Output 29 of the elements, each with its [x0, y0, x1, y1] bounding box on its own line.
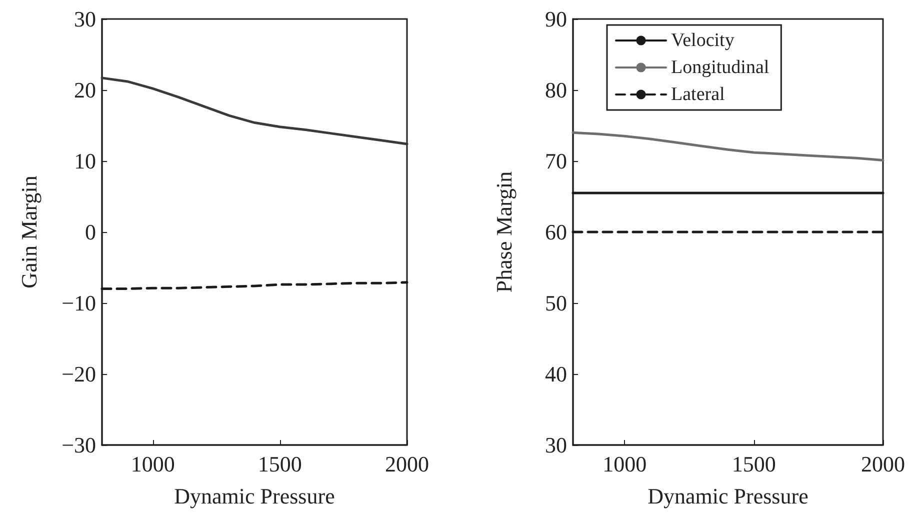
legend-label: Longitudinal: [671, 57, 770, 78]
y-tick-label: 30: [74, 6, 96, 32]
x-tick-label: 1500: [732, 452, 776, 476]
legend-label: Lateral: [671, 84, 725, 105]
y-tick-label: −10: [62, 290, 96, 316]
y-axis-title: Gain Margin: [16, 176, 42, 288]
line-series: [572, 131, 884, 162]
y-tick-label: 80: [545, 78, 567, 102]
x-axis-title: Dynamic Pressure: [648, 484, 808, 508]
x-tick-label: 1000: [130, 452, 175, 476]
x-tick-label: 1500: [258, 452, 302, 476]
y-tick-label: 50: [545, 290, 567, 316]
x-tick-label: 2000: [861, 452, 905, 476]
y-tick-label: 40: [545, 362, 567, 386]
y-tick-label: 70: [545, 148, 567, 174]
line-series: [100, 76, 408, 146]
y-tick-label: −30: [62, 432, 96, 458]
y-axis-title: Phase Margin: [492, 171, 516, 293]
y-tick-label: 90: [545, 6, 567, 32]
legend-label: Velocity: [671, 30, 735, 51]
y-tick-label: 20: [74, 78, 96, 102]
x-axis-title: Dynamic Pressure: [174, 484, 335, 508]
x-tick-label: 2000: [385, 452, 429, 476]
y-tick-label: 60: [545, 220, 567, 244]
y-tick-label: 30: [545, 432, 567, 458]
y-tick-label: 0: [85, 220, 96, 244]
y-tick-label: −20: [62, 362, 96, 386]
x-tick-label: 1000: [602, 452, 647, 476]
y-tick-label: 10: [74, 148, 96, 174]
